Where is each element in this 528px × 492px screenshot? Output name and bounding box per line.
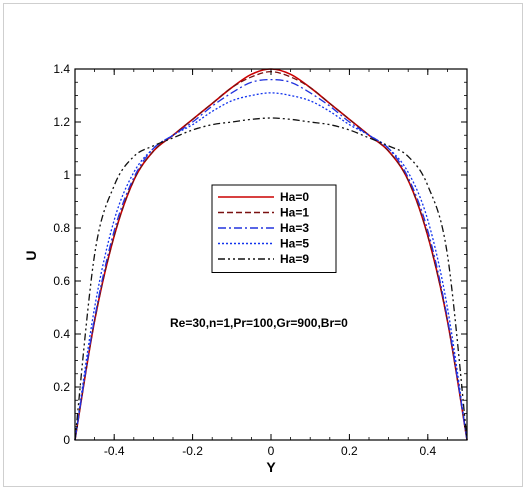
y-ticks: 0 0.2 0.4 0.6 0.8 1 1.2 1.4 <box>53 62 467 447</box>
line-chart: -0.4 -0.2 0 0.2 0.4 0 0.2 0.4 0.6 0.8 1 1.2 1.4 Y U… <box>23 62 468 475</box>
axes: -0.4 -0.2 0 0.2 0.4 0 0.2 0.4 0.6 0.8 1 1.2 1.4 <box>53 62 468 458</box>
y-axis-label: U <box>23 250 39 260</box>
series-line-ha-5 <box>74 92 468 441</box>
x-ticks: -0.4 -0.2 0 0.2 0.4 <box>74 69 468 458</box>
y-tick-label: 0.4 <box>53 327 70 341</box>
x-tick-label: -0.2 <box>182 444 203 458</box>
series-line-ha-9 <box>74 117 468 441</box>
chart-frame: -0.4 -0.2 0 0.2 0.4 0 0.2 0.4 0.6 0.8 1 1.2 1.4 Y U… <box>3 3 523 487</box>
legend-label: Ha=0 <box>280 190 309 204</box>
legend-label: Ha=3 <box>280 221 309 235</box>
x-tick-label: -0.4 <box>104 444 125 458</box>
y-tick-label: 0.8 <box>53 221 70 235</box>
x-tick-label: 0.2 <box>341 444 358 458</box>
series-line-ha-3 <box>74 78 468 441</box>
y-tick-label: 1.2 <box>53 115 70 129</box>
y-tick-label: 1.4 <box>53 62 70 76</box>
y-tick-label: 0.6 <box>53 274 70 288</box>
x-tick-label: 0 <box>268 444 275 458</box>
legend-box <box>211 184 337 273</box>
x-tick-label: 0.4 <box>419 444 436 458</box>
x-axis-label: Y <box>266 459 276 475</box>
legend-label: Ha=1 <box>280 206 309 220</box>
y-tick-label: 1 <box>63 168 70 182</box>
y-tick-label: 0 <box>63 433 70 447</box>
legend: Ha=0 Ha=1Ha=3 Ha=5Ha=9 <box>211 184 337 273</box>
legend-label: Ha=9 <box>280 252 309 266</box>
parameter-annotation: Re=30,n=1,Pr=100,Gr=900,Br=0 <box>170 316 348 330</box>
legend-label: Ha=5 <box>280 237 309 251</box>
y-tick-label: 0.2 <box>53 380 70 394</box>
